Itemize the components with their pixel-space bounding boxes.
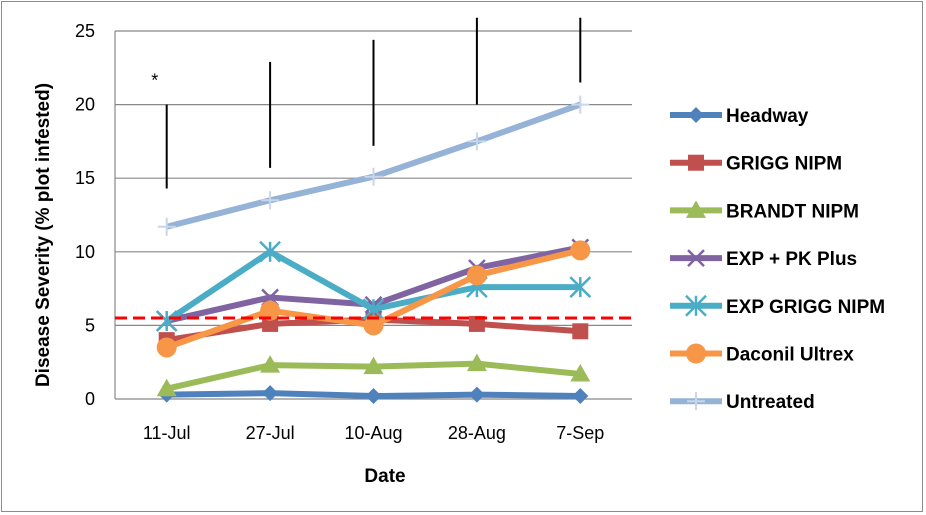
series-marker: [687, 249, 705, 267]
y-tick-label: 25: [75, 21, 95, 41]
legend-entry: GRIGG NIPM: [670, 154, 842, 175]
y-tick-label: 15: [75, 168, 95, 188]
series-marker: [466, 265, 487, 286]
series-brandt-nipm: [156, 353, 591, 397]
series-marker: [686, 200, 706, 218]
series-marker: [156, 337, 177, 358]
error-bars: [165, 17, 582, 189]
legend-entry: Daconil Ultrex: [670, 343, 854, 366]
x-tick-label: 10-Aug: [344, 423, 402, 443]
series-marker: [571, 95, 590, 114]
x-tick-label: 28-Aug: [448, 423, 506, 443]
legend-label: Daconil Ultrex: [726, 345, 854, 366]
y-tick-label: 20: [75, 95, 95, 115]
series-marker: [687, 392, 705, 411]
series-marker: [467, 132, 486, 151]
series-marker: [260, 300, 281, 321]
legend-entry: BRANDT NIPM: [670, 200, 859, 222]
series-marker: [364, 167, 383, 186]
series-marker: [572, 388, 589, 405]
series-marker: [468, 315, 485, 332]
annotation-label: *: [151, 71, 158, 91]
series-marker: [688, 107, 704, 123]
annotations: *: [151, 71, 158, 91]
y-axis-title: Disease Severity (% plot infested): [33, 83, 54, 387]
legend: Headway GRIGG NIPM BRANDT NIPM EXP + PK Plu…: [670, 106, 885, 413]
series-marker: [572, 323, 589, 340]
series-marker: [262, 315, 279, 332]
series-marker: [365, 388, 382, 405]
x-axis-title: Date: [364, 466, 405, 487]
legend-entry: Untreated: [670, 392, 815, 413]
series-marker: [363, 315, 384, 336]
legend-entry: EXP + PK Plus: [670, 249, 857, 270]
series-untreated: [157, 95, 590, 236]
series-marker: [468, 386, 485, 403]
y-tick-label: 0: [85, 389, 95, 409]
series-marker: [157, 217, 176, 236]
y-tick-label: 5: [85, 315, 95, 335]
series-marker: [685, 294, 707, 317]
series-marker: [466, 353, 487, 372]
series-marker: [569, 276, 592, 299]
y-axis-ticks: 0 5 10 15 20 25: [75, 21, 95, 409]
legend-label: BRANDT NIPM: [726, 201, 859, 222]
series-marker: [261, 191, 280, 210]
series-marker: [259, 240, 281, 263]
series-daconil-ultrex: [156, 240, 591, 358]
series-marker: [156, 378, 177, 397]
legend-label: EXP + PK Plus: [726, 249, 857, 270]
series-marker: [155, 310, 178, 332]
legend-label: EXP GRIGG NIPM: [726, 297, 885, 318]
x-tick-label: 11-Jul: [143, 423, 191, 443]
series-marker: [688, 154, 704, 171]
x-tick-label: 27-Jul: [246, 423, 295, 443]
series-marker: [262, 385, 279, 402]
series-marker: [686, 343, 706, 364]
series-marker: [570, 363, 591, 382]
y-tick-label: 10: [75, 242, 95, 262]
legend-label: Headway: [726, 106, 809, 127]
legend-label: GRIGG NIPM: [726, 154, 842, 175]
series-headway: [158, 385, 589, 405]
series-marker: [363, 356, 384, 375]
legend-label: Untreated: [726, 392, 815, 413]
series-marker: [260, 355, 281, 373]
legend-entry: EXP GRIGG NIPM: [670, 294, 885, 318]
series-exp-grigg-nipm: [155, 240, 592, 332]
legend-entry: Headway: [670, 106, 809, 127]
x-tick-label: 7-Sep: [556, 423, 604, 443]
series-marker: [570, 240, 591, 261]
x-axis-ticks: 11-Jul 27-Jul 10-Aug 28-Aug 7-Sep: [143, 423, 604, 443]
